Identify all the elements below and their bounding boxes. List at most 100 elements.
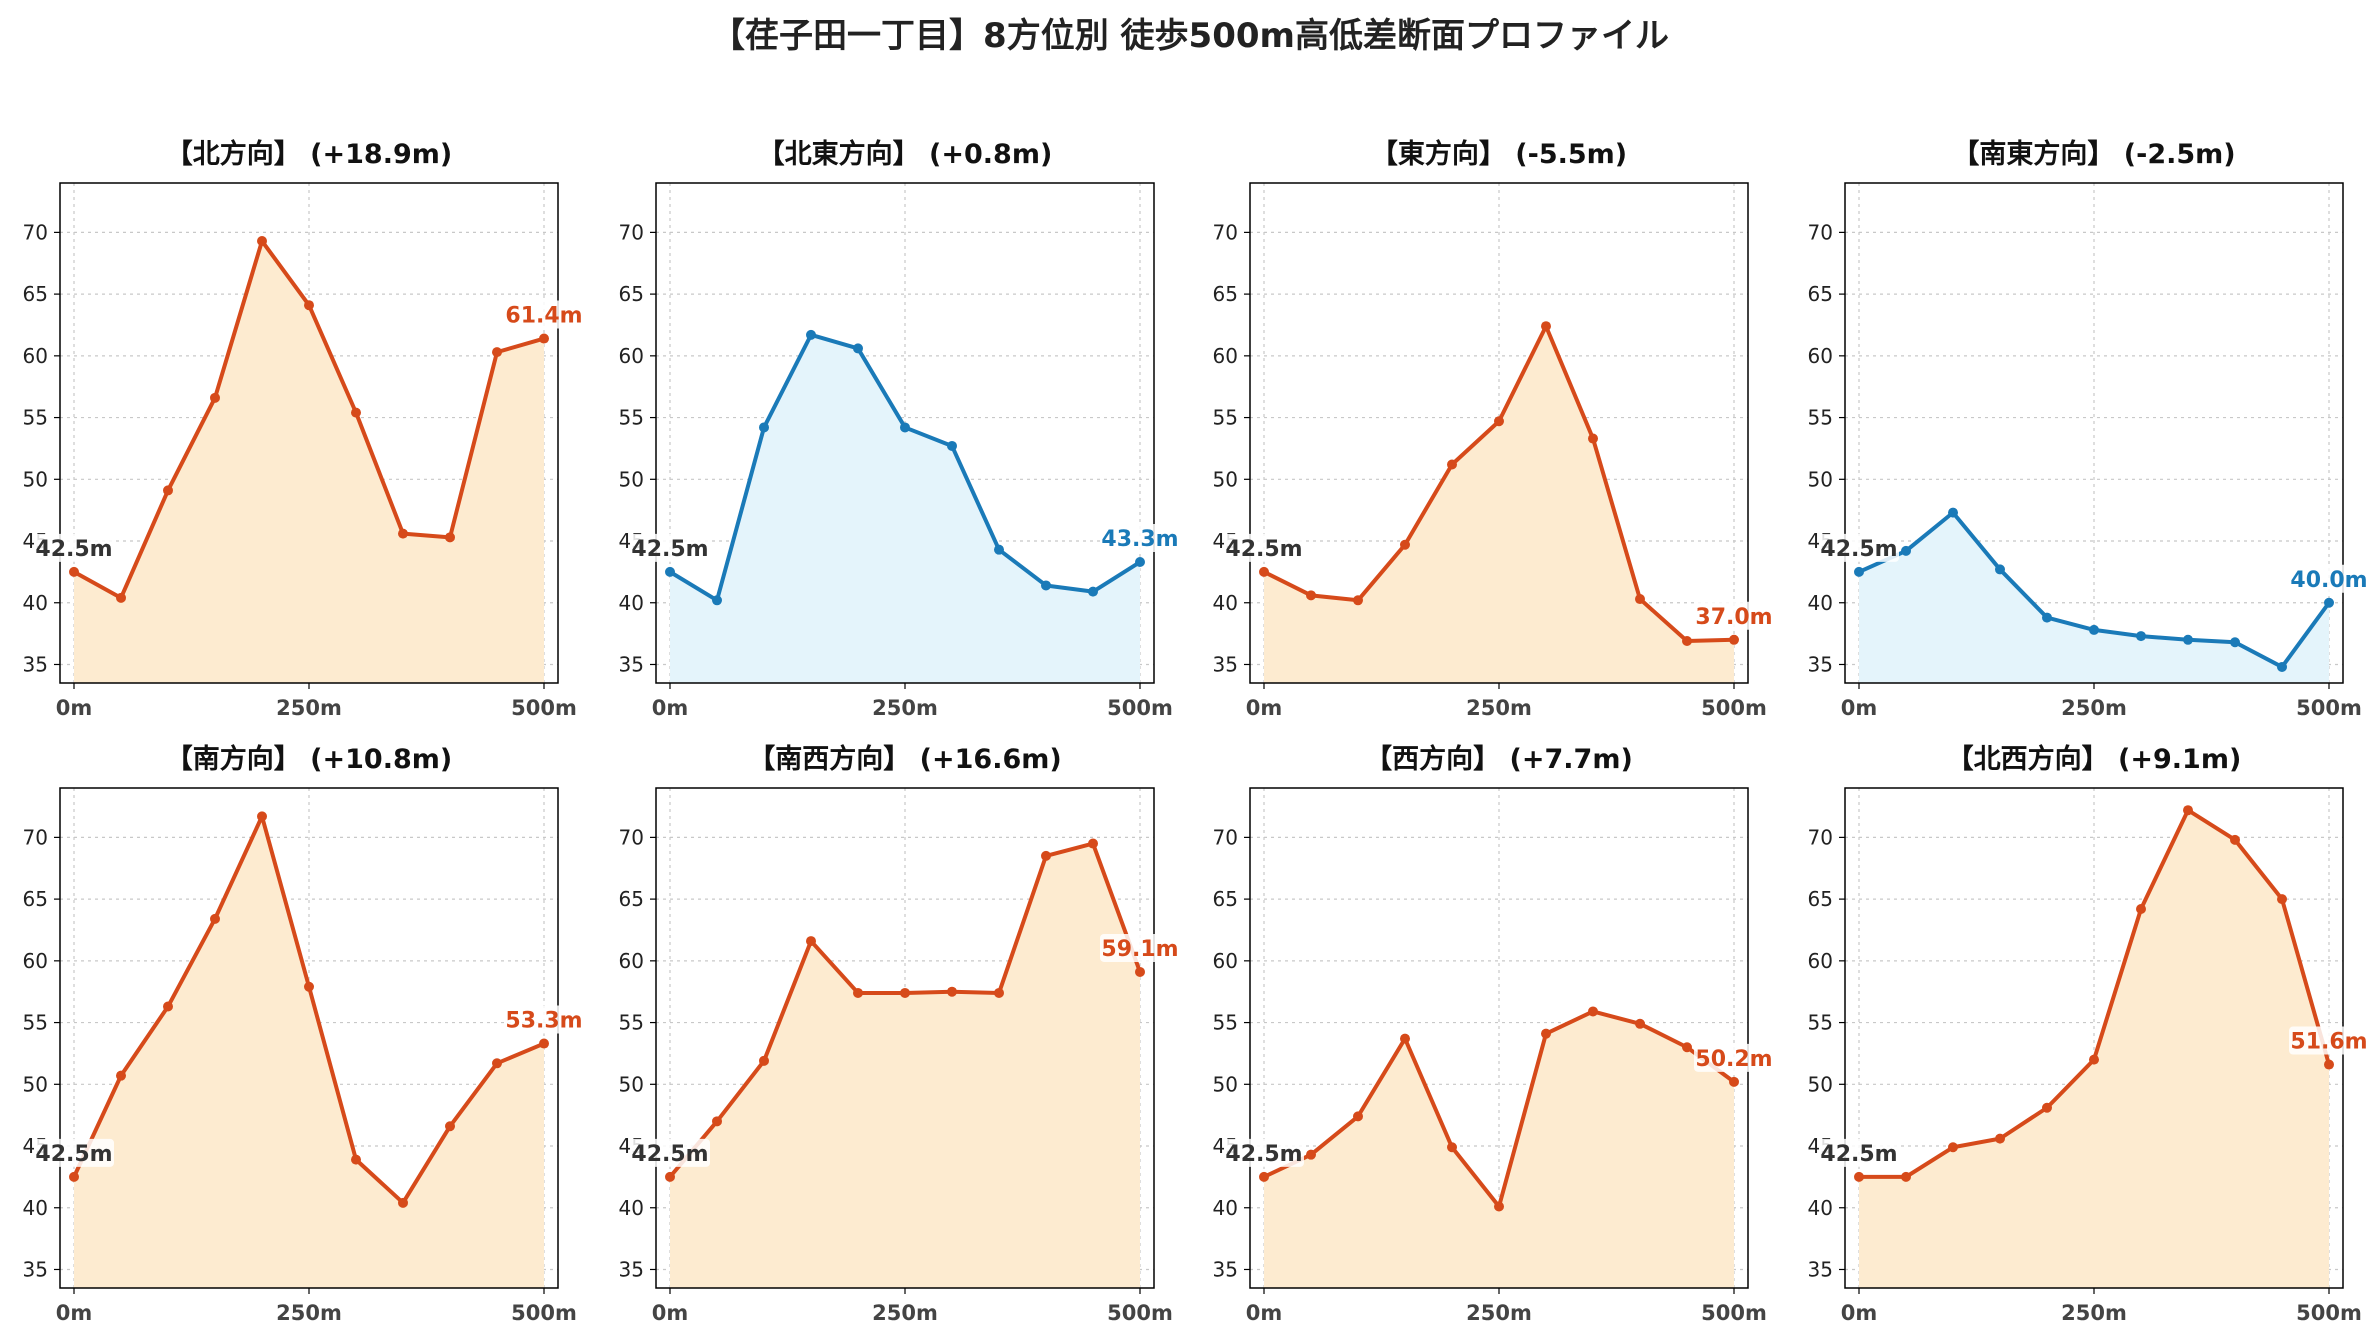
data-point (2089, 624, 2099, 635)
data-point (1135, 966, 1145, 977)
data-point (712, 595, 722, 606)
y-tick-label: 60 (1808, 344, 1833, 368)
x-tick-label: 500m (2296, 696, 2362, 720)
y-tick-label: 35 (1213, 1257, 1238, 1281)
data-point (2089, 1054, 2099, 1065)
data-point (1901, 545, 1911, 556)
end-label-bg (504, 1005, 584, 1034)
start-label: 42.5m (35, 1142, 112, 1167)
data-point (210, 913, 220, 924)
y-tick-label: 35 (1808, 652, 1833, 676)
y-tick-label: 50 (619, 467, 644, 491)
y-tick-label: 65 (619, 887, 644, 911)
data-point (116, 1070, 126, 1081)
chart-title: 【西方向】 (+7.7m) (1365, 743, 1633, 775)
data-point (759, 1055, 769, 1066)
y-tick-label: 55 (619, 1011, 644, 1035)
data-point (69, 1171, 79, 1182)
data-point (1854, 1171, 1864, 1182)
x-tick-label: 250m (2061, 696, 2127, 720)
y-tick-label: 60 (1213, 949, 1238, 973)
y-tick-label: 35 (619, 1257, 644, 1281)
data-point (665, 1171, 675, 1182)
y-tick-label: 50 (1808, 467, 1833, 491)
data-point (1995, 1133, 2005, 1144)
area-fill (1859, 512, 2329, 683)
y-tick-label: 70 (619, 825, 644, 849)
chart-title: 【北東方向】 (+0.8m) (758, 138, 1053, 170)
data-point (759, 422, 769, 433)
y-tick-label: 40 (1808, 591, 1833, 615)
data-point (1259, 1171, 1269, 1182)
y-tick-label: 55 (1213, 1011, 1238, 1035)
y-tick-label: 40 (619, 591, 644, 615)
data-point (1635, 594, 1645, 605)
start-label: 42.5m (631, 537, 708, 562)
y-tick-label: 55 (1808, 1011, 1833, 1035)
y-tick-label: 70 (23, 220, 48, 244)
data-point (257, 236, 267, 247)
data-point (351, 407, 361, 418)
y-tick-label: 35 (23, 1257, 48, 1281)
data-point (1729, 634, 1739, 645)
end-label-bg (1100, 524, 1180, 553)
data-point (351, 1154, 361, 1165)
chart-panel-6: 【西方向】 (+7.7m)35404550556065700m250m500m4… (1213, 743, 1774, 1325)
x-tick-label: 0m (56, 1301, 93, 1325)
start-label-bg (34, 533, 114, 562)
y-tick-label: 40 (23, 1196, 48, 1220)
end-label: 43.3m (1101, 527, 1178, 552)
start-label: 42.5m (1225, 1142, 1302, 1167)
y-tick-label: 70 (619, 220, 644, 244)
data-point (665, 566, 675, 577)
data-point (994, 987, 1004, 998)
y-tick-label: 40 (1213, 1196, 1238, 1220)
x-tick-label: 0m (1246, 1301, 1283, 1325)
x-tick-label: 0m (652, 1301, 689, 1325)
data-point (853, 987, 863, 998)
start-label: 42.5m (631, 1142, 708, 1167)
area-fill (670, 334, 1140, 683)
x-tick-label: 500m (1107, 1301, 1173, 1325)
chart-panel-2: 【東方向】 (-5.5m)35404550556065700m250m500m4… (1213, 138, 1774, 720)
chart-title: 【南西方向】 (+16.6m) (748, 743, 1061, 775)
data-point (539, 1038, 549, 1049)
y-tick-label: 55 (23, 406, 48, 430)
y-tick-label: 55 (23, 1011, 48, 1035)
data-point (492, 347, 502, 358)
x-tick-label: 500m (1107, 696, 1173, 720)
end-label: 50.2m (1695, 1047, 1772, 1072)
data-point (1588, 1006, 1598, 1017)
data-point (2324, 597, 2334, 608)
x-tick-label: 250m (872, 1301, 938, 1325)
data-point (1541, 321, 1551, 332)
data-point (900, 987, 910, 998)
data-point (1088, 838, 1098, 849)
data-point (2136, 903, 2146, 914)
y-tick-label: 70 (1213, 220, 1238, 244)
start-label: 42.5m (1820, 537, 1897, 562)
end-label-bg (2289, 564, 2369, 593)
chart-title: 【南東方向】 (-2.5m) (1952, 138, 2235, 170)
y-tick-label: 50 (23, 1072, 48, 1096)
data-point (1682, 1042, 1692, 1053)
data-point (1088, 586, 1098, 597)
data-point (2277, 661, 2287, 672)
y-tick-label: 55 (1213, 406, 1238, 430)
data-point (712, 1116, 722, 1127)
data-point (2183, 634, 2193, 645)
x-tick-label: 500m (2296, 1301, 2362, 1325)
data-point (2230, 637, 2240, 648)
data-point (163, 485, 173, 496)
data-point (539, 333, 549, 344)
y-tick-label: 40 (619, 1196, 644, 1220)
data-point (2042, 1102, 2052, 1113)
x-tick-label: 0m (1841, 1301, 1878, 1325)
data-point (1854, 566, 1864, 577)
chart-panel-7: 【北西方向】 (+9.1m)35404550556065700m250m500m… (1808, 743, 2369, 1325)
data-point (1541, 1028, 1551, 1039)
data-point (210, 392, 220, 403)
data-point (492, 1058, 502, 1069)
x-tick-label: 0m (56, 696, 93, 720)
